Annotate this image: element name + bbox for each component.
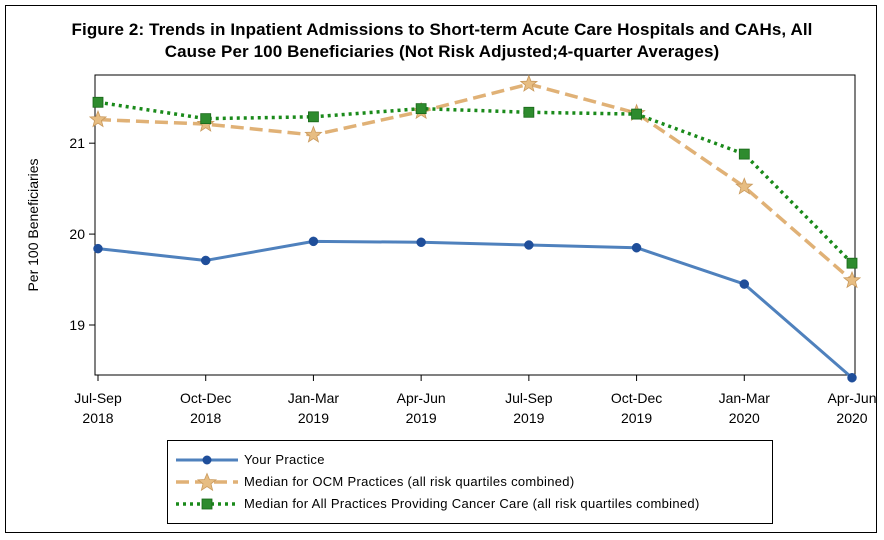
legend-swatch-your-practice [176, 455, 238, 465]
x-tick-label-period: Jan-Mar [719, 390, 771, 406]
x-tick-label-year: 2019 [513, 410, 544, 426]
x-tick-label-year: 2018 [190, 410, 221, 426]
x-tick-label-year: 2018 [82, 410, 113, 426]
y-tick-label: 20 [69, 226, 85, 242]
x-tick-label-period: Oct-Dec [611, 390, 662, 406]
data-point-your-practice [631, 242, 642, 253]
x-tick-label-period: Oct-Dec [180, 390, 231, 406]
data-point-all-practices-median [523, 106, 535, 118]
y-tick-label: 21 [69, 135, 85, 151]
x-tick-label-period: Apr-Jun [827, 390, 876, 406]
series-ocm-median [88, 74, 862, 289]
series-layer [88, 74, 862, 383]
legend: Your Practice Median for OCM Practices (… [167, 440, 773, 524]
legend-item-ocm-median: Median for OCM Practices (all risk quart… [168, 472, 772, 492]
series-all-practices-median [92, 96, 858, 269]
data-point-ocm-median [88, 109, 108, 128]
x-tick-label-period: Apr-Jun [397, 390, 446, 406]
legend-item-your-practice: Your Practice [168, 450, 772, 470]
x-tick-label-year: 2020 [836, 410, 867, 426]
data-point-your-practice [308, 236, 319, 247]
legend-swatch-all-practices-median [176, 498, 238, 510]
data-point-ocm-median [735, 177, 754, 195]
data-point-all-practices-median [846, 257, 858, 269]
chart-title-line-1: Figure 2: Trends in Inpatient Admissions… [71, 20, 813, 39]
data-point-all-practices-median [92, 96, 104, 108]
data-point-ocm-median [519, 74, 539, 92]
legend-label-your-practice: Your Practice [244, 452, 325, 467]
x-axis: Jul-Sep 2018 Oct-Dec 2018 Jan-Mar 2019 Apr-Jun… [74, 375, 877, 426]
data-point-ocm-median [304, 125, 323, 143]
data-point-your-practice [524, 240, 534, 250]
x-tick-label-year: 2019 [406, 410, 437, 426]
y-tick-label: 19 [69, 317, 85, 333]
legend-label-all-practices-median: Median for All Practices Providing Cance… [244, 496, 700, 511]
plot-area [94, 74, 856, 376]
legend-swatch-ocm-median [176, 472, 238, 492]
x-tick-label-year: 2019 [298, 410, 329, 426]
x-tick-label-period: Jul-Sep [74, 390, 122, 406]
data-point-your-practice [847, 372, 857, 383]
data-point-all-practices-median [200, 113, 212, 125]
legend-label-ocm-median: Median for OCM Practices (all risk quart… [244, 474, 575, 489]
x-tick-label-year: 2019 [621, 410, 652, 426]
data-point-your-practice [93, 243, 103, 254]
data-point-your-practice [739, 279, 750, 289]
y-axis: 19 20 21 [69, 135, 95, 333]
data-point-all-practices-median [415, 103, 427, 115]
legend-item-all-practices-median: Median for All Practices Providing Cance… [168, 494, 772, 514]
x-tick-label-year: 2020 [729, 410, 760, 426]
x-tick-label-period: Jul-Sep [505, 390, 553, 406]
chart-title-line-2: Cause Per 100 Beneficiaries (Not Risk Ad… [164, 42, 720, 61]
series-line-ocm-median [97, 82, 854, 282]
series-line-your-practice [97, 239, 853, 379]
series-line-all-practices-median [97, 100, 854, 265]
data-point-all-practices-median [308, 111, 319, 123]
data-point-all-practices-median [738, 148, 750, 160]
x-tick-label-period: Jan-Mar [288, 390, 340, 406]
data-point-all-practices-median [631, 108, 642, 120]
data-point-your-practice [416, 237, 426, 248]
data-point-ocm-median [842, 270, 862, 289]
y-axis-label: Per 100 Beneficiaries [25, 158, 41, 291]
data-point-your-practice [200, 255, 211, 266]
series-your-practice [93, 236, 857, 383]
